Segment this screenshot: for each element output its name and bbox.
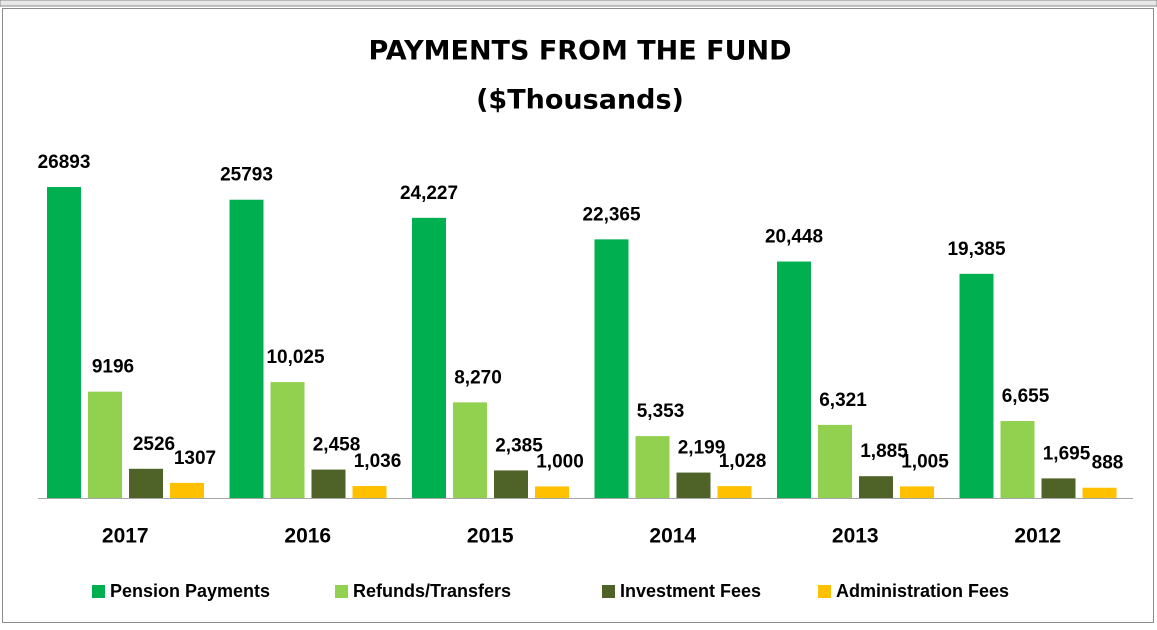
legend-label: Investment Fees [620, 581, 761, 601]
bar [170, 482, 204, 498]
bar [352, 486, 387, 498]
value-label: 22,365 [582, 204, 641, 225]
legend-swatch [602, 585, 615, 598]
value-label: 9196 [92, 357, 134, 378]
legend-label: Refunds/Transfers [353, 581, 511, 601]
bar [777, 261, 811, 498]
chart-title: PAYMENTS FROM THE FUND [368, 36, 791, 67]
bar [129, 468, 163, 498]
value-label: 24,227 [400, 183, 458, 204]
top-strip [0, 0, 1157, 7]
value-label: 2,458 [313, 435, 361, 456]
value-label: 10,025 [266, 347, 325, 368]
bar [959, 273, 994, 498]
bar [1000, 421, 1035, 498]
value-label: 6,321 [819, 390, 867, 411]
x-tick-label: 2016 [284, 525, 331, 548]
x-tick-label: 2013 [832, 525, 879, 548]
value-label: 2,385 [495, 435, 543, 456]
bar [88, 391, 122, 498]
legend-swatch [335, 585, 348, 598]
bar [412, 217, 446, 498]
value-label: 1,695 [1043, 443, 1091, 464]
bar [594, 239, 629, 498]
bar [1082, 487, 1117, 498]
x-tick-label: 2015 [467, 525, 514, 548]
value-label: 1307 [174, 448, 216, 469]
legend-swatch [92, 585, 105, 598]
value-label: 25793 [220, 165, 273, 186]
chart-subtitle: ($Thousands) [476, 85, 684, 116]
bar [717, 486, 752, 498]
bar [229, 199, 264, 499]
x-tick-label: 2014 [649, 525, 696, 548]
bar [311, 469, 346, 498]
legend-label: Administration Fees [836, 581, 1009, 601]
bar [494, 470, 528, 498]
value-label: 1,885 [860, 441, 908, 462]
value-label: 2526 [133, 434, 175, 455]
bar [818, 424, 852, 498]
value-label: 19,385 [947, 239, 1006, 260]
value-label: 5,353 [637, 401, 685, 422]
value-label: 1,036 [354, 451, 402, 472]
bar [635, 436, 670, 498]
bar [900, 486, 934, 498]
bar [453, 402, 487, 498]
x-tick-label: 2012 [1014, 525, 1061, 548]
value-label: 26893 [38, 152, 91, 173]
value-label: 1,005 [901, 451, 949, 472]
x-tick-label: 2017 [102, 525, 149, 548]
legend-swatch [818, 585, 831, 598]
legend-label: Pension Payments [110, 581, 270, 601]
value-label: 888 [1092, 453, 1124, 474]
bar [47, 187, 81, 498]
value-label: 6,655 [1002, 386, 1050, 407]
bar [676, 472, 711, 498]
bar [535, 486, 569, 498]
bar [1041, 478, 1076, 498]
frame [2, 8, 1154, 623]
bar [270, 382, 305, 498]
value-label: 8,270 [454, 367, 502, 388]
bar [859, 476, 893, 498]
value-label: 1,028 [719, 451, 767, 472]
value-label: 1,000 [536, 451, 584, 472]
value-label: 2,199 [678, 438, 726, 459]
value-label: 20,448 [765, 227, 823, 248]
